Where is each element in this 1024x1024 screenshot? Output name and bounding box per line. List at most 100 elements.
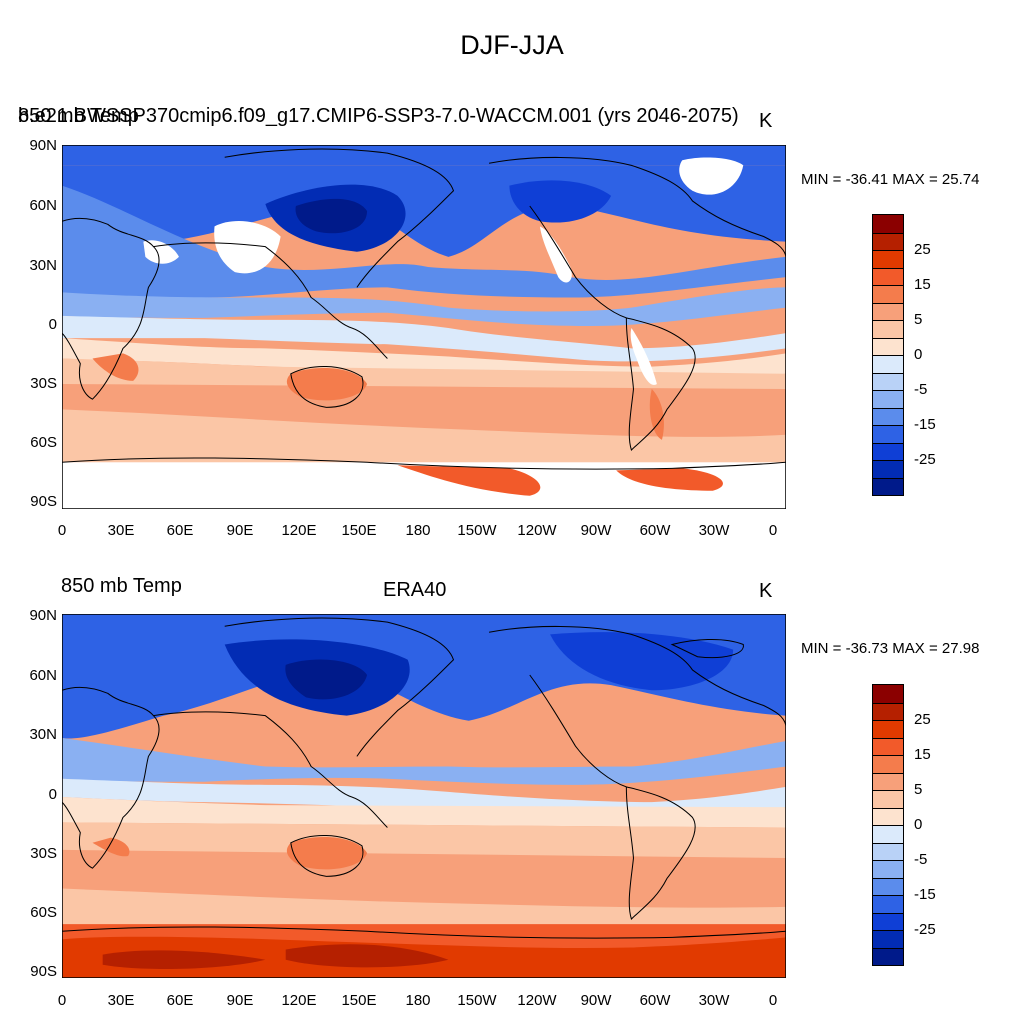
lon-label: 150W <box>457 992 497 1009</box>
lat-label: 90S <box>30 493 57 510</box>
colorbar-segment <box>873 355 903 373</box>
band <box>102 950 266 969</box>
lat-label: 90S <box>30 963 57 980</box>
colorbar-segment <box>873 755 903 773</box>
colorbar-label: 15 <box>914 746 931 763</box>
coastlines <box>62 148 786 470</box>
band <box>397 465 541 496</box>
coastline <box>153 242 388 359</box>
colorbar-label: 5 <box>914 781 923 798</box>
band <box>62 797 786 828</box>
colorbar <box>872 214 904 496</box>
band <box>285 659 368 700</box>
lat-label: 60N <box>29 667 57 684</box>
panel-obs-left-title: 850 mb Temp <box>61 575 182 597</box>
lon-label: 150W <box>457 522 497 539</box>
band <box>62 614 786 637</box>
coastline <box>62 926 786 939</box>
band <box>92 837 130 857</box>
band <box>62 924 786 978</box>
lon-label: 0 <box>768 992 778 1009</box>
band <box>286 367 368 401</box>
coastline <box>290 834 364 877</box>
colorbar-segment <box>873 285 903 303</box>
coastline <box>670 638 744 659</box>
colorbar-segment <box>873 807 903 825</box>
band <box>62 888 786 932</box>
lon-label: 120W <box>517 522 557 539</box>
colorbar-segment <box>873 250 903 268</box>
coastlines <box>62 617 786 939</box>
colorbar-segment <box>873 912 903 930</box>
colorbar-label: -5 <box>914 851 928 868</box>
band <box>214 221 281 274</box>
band <box>92 353 139 381</box>
colorbar-segment <box>873 930 903 948</box>
band <box>286 836 368 870</box>
band <box>509 180 612 223</box>
band <box>62 338 786 380</box>
band <box>630 328 657 385</box>
lon-label: 30E <box>107 992 135 1009</box>
lat-label: 60S <box>30 434 57 451</box>
coastline <box>62 457 786 470</box>
coastline <box>529 674 627 788</box>
lon-label: 150E <box>341 992 377 1009</box>
colorbar-label: 5 <box>914 311 923 328</box>
colorbar-segment <box>873 702 903 720</box>
colorbar-segment <box>873 267 903 285</box>
lon-label: 60W <box>639 992 671 1009</box>
band <box>143 240 179 264</box>
colorbar-segment <box>873 232 903 250</box>
lat-label: 90N <box>29 607 57 624</box>
colorbar-segment <box>873 685 903 703</box>
colorbar-segment <box>873 842 903 860</box>
band <box>62 358 786 390</box>
band <box>62 614 786 978</box>
lon-label: 60E <box>166 992 194 1009</box>
lat-label: 30S <box>30 845 57 862</box>
colorbar-segment <box>873 442 903 460</box>
coastline <box>224 617 455 757</box>
colorbar-label: 25 <box>914 711 931 728</box>
lon-label: 90W <box>580 992 612 1009</box>
band <box>62 936 786 978</box>
colorbar-label: -25 <box>914 451 936 468</box>
lon-label: 0 <box>768 522 778 539</box>
panel-obs-units: K <box>759 580 773 602</box>
colorbar-segment <box>873 860 903 878</box>
colorbar-segment <box>873 372 903 390</box>
band <box>679 157 744 195</box>
colorbar-segment <box>873 720 903 738</box>
band <box>295 198 368 234</box>
coastline <box>290 365 364 408</box>
coastline <box>153 711 388 828</box>
lat-label: 30N <box>29 257 57 274</box>
colorbar-segment <box>873 302 903 320</box>
colorbar-segment <box>873 407 903 425</box>
colorbar-label: -15 <box>914 886 936 903</box>
band <box>62 145 786 166</box>
lon-label: 120E <box>281 992 317 1009</box>
band <box>550 632 734 691</box>
lon-label: 180 <box>405 992 431 1009</box>
panel-model-left-title-overlap: 850 mb Temp <box>18 105 139 127</box>
lat-label: 30S <box>30 375 57 392</box>
lon-label: 0 <box>57 522 67 539</box>
panel-obs-minmax: MIN = -36.73 MAX = 27.98 <box>801 640 980 657</box>
coastline <box>488 625 786 726</box>
panel-obs-center-title: ERA40 <box>383 579 447 601</box>
lat-label: 60N <box>29 197 57 214</box>
panel-model-map <box>62 145 786 509</box>
colorbar-segment <box>873 947 903 965</box>
coastline <box>625 317 696 451</box>
panel-obs-map <box>62 614 786 978</box>
band <box>62 822 786 859</box>
coastline <box>224 148 455 288</box>
colorbar-label: -15 <box>914 416 936 433</box>
panel-model: 850 mb Temp b.e21.BWSSP370cmip6.f09_g17.… <box>18 105 979 539</box>
colorbar-segment <box>873 825 903 843</box>
colorbar-segment <box>873 877 903 895</box>
band <box>62 634 786 739</box>
colorbar-segment <box>873 320 903 338</box>
